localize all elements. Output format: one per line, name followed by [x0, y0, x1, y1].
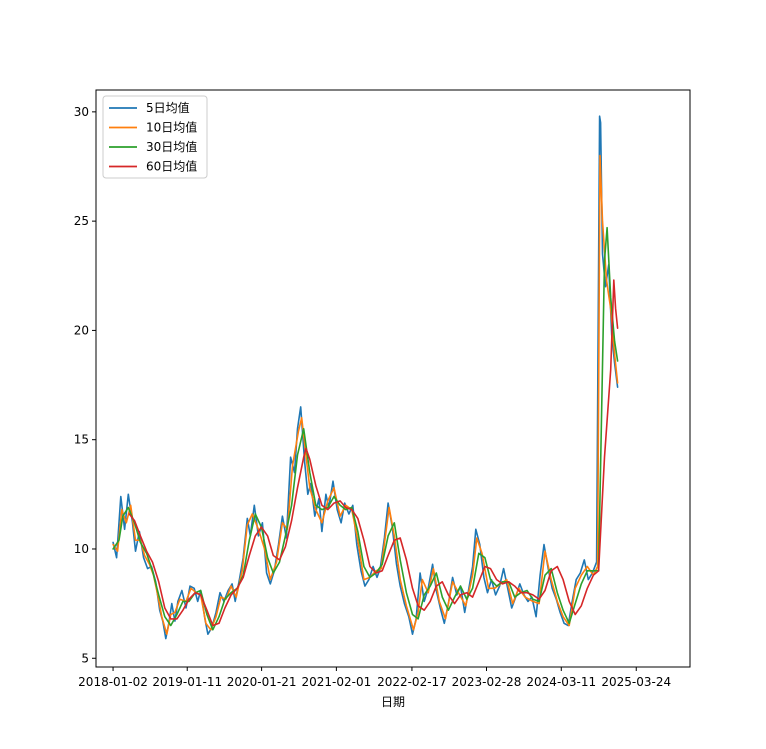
y-tick-label: 30	[74, 105, 89, 119]
x-axis: 2018-01-02 2019-01-11 2020-01-21 2021-02-01…	[78, 667, 671, 689]
y-axis: 5 10 15 20 25 30	[74, 105, 96, 665]
series-line-3	[112, 226, 619, 631]
x-tick-label: 2025-03-24	[601, 675, 671, 689]
x-tick-label: 2023-02-28	[452, 675, 522, 689]
y-tick-label: 25	[74, 214, 89, 228]
legend-frame	[102, 95, 208, 179]
legend-label: 30日均值	[146, 139, 197, 154]
x-tick-label: 2018-01-02	[78, 675, 148, 689]
legend: 5日均值 10日均值 30日均值 60日均值	[102, 95, 208, 179]
series-line-4	[128, 279, 619, 627]
legend-label: 10日均值	[146, 120, 197, 135]
plot-frame	[95, 89, 691, 668]
legend-label: 60日均值	[146, 159, 197, 174]
y-tick-label: 5	[81, 651, 89, 665]
plot-lines	[112, 115, 619, 640]
x-tick-label: 2021-02-01	[302, 675, 372, 689]
y-tick-label: 15	[74, 433, 89, 447]
y-tick-label: 20	[74, 323, 89, 337]
x-tick-label: 2022-02-17	[377, 675, 447, 689]
x-tick-label: 2019-01-11	[152, 675, 222, 689]
x-axis-title: 日期	[381, 695, 405, 709]
y-tick-label: 10	[74, 542, 89, 556]
legend-label: 5日均值	[146, 100, 190, 115]
x-tick-label: 2020-01-21	[227, 675, 297, 689]
x-tick-label: 2024-03-11	[526, 675, 596, 689]
